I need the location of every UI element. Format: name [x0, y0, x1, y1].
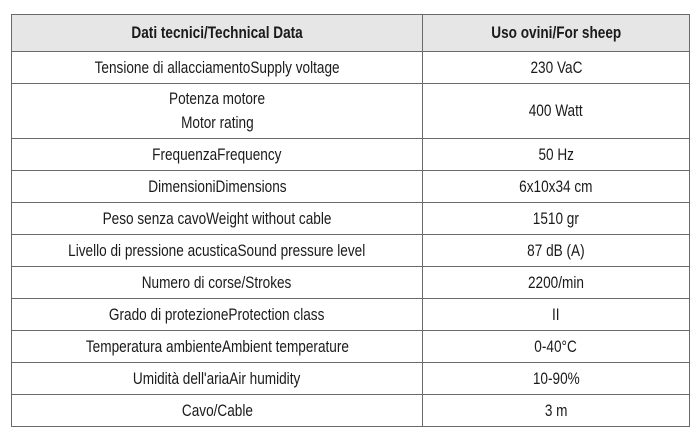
- spec-label: Cavo/Cable: [11, 394, 423, 427]
- table-row: FrequenzaFrequency 50 Hz: [11, 138, 690, 171]
- table-row: Livello di pressione acusticaSound press…: [11, 234, 690, 267]
- spec-value-text: 230 VaC: [530, 57, 582, 77]
- table-row: Potenza motore Motor rating 400 Watt: [11, 83, 690, 139]
- header-for-sheep: Uso ovini/For sheep: [422, 14, 690, 52]
- spec-value: 400 Watt: [422, 83, 690, 139]
- header-text: Uso ovini/For sheep: [490, 23, 621, 42]
- spec-label: FrequenzaFrequency: [11, 138, 423, 171]
- spec-value-text: 3 m: [544, 400, 568, 420]
- spec-label: Numero di corse/Strokes: [11, 266, 423, 299]
- spec-label-text: Motor rating: [180, 113, 254, 132]
- spec-label: Peso senza cavoWeight without cable: [11, 202, 423, 235]
- spec-value: 87 dB (A): [422, 234, 690, 267]
- technical-data-table: Dati tecnici/Technical Data Uso ovini/Fo…: [11, 14, 690, 427]
- spec-value: 0-40°C: [422, 330, 690, 363]
- spec-value-text: 1510 gr: [532, 208, 580, 228]
- table-row: Peso senza cavoWeight without cable 1510 …: [11, 202, 690, 235]
- table-row: Grado di protezioneProtection class II: [11, 298, 690, 331]
- spec-value: 50 Hz: [422, 138, 690, 171]
- spec-label-text: Cavo/Cable: [181, 400, 253, 420]
- header-text: Dati tecnici/Technical Data: [131, 23, 303, 42]
- table-row: DimensioniDimensions 6x10x34 cm: [11, 170, 690, 203]
- table-row: Umidità dell'ariaAir humidity 10-90%: [11, 362, 690, 395]
- spec-value: 230 VaC: [422, 51, 690, 84]
- spec-label: Temperatura ambienteAmbient temperature: [11, 330, 423, 363]
- spec-value-text: 50 Hz: [538, 144, 574, 164]
- spec-label: Tensione di allacciamentoSupply voltage: [11, 51, 423, 84]
- spec-value-text: 87 dB (A): [527, 240, 585, 260]
- spec-value: 1510 gr: [422, 202, 690, 235]
- header-row: Dati tecnici/Technical Data Uso ovini/Fo…: [11, 14, 690, 52]
- spec-label-text: Livello di pressione acusticaSound press…: [68, 240, 366, 260]
- spec-value: II: [422, 298, 690, 331]
- spec-label-text: Temperatura ambienteAmbient temperature: [85, 336, 349, 356]
- table-row: Temperatura ambienteAmbient temperature 0…: [11, 330, 690, 363]
- spec-value: 2200/min: [422, 266, 690, 299]
- header-technical-data: Dati tecnici/Technical Data: [11, 14, 423, 52]
- spec-value-text: II: [552, 304, 560, 324]
- spec-label-text: Numero di corse/Strokes: [142, 272, 292, 292]
- spec-value: 10-90%: [422, 362, 690, 395]
- spec-label-text: Tensione di allacciamentoSupply voltage: [94, 57, 340, 77]
- spec-value-text: 2200/min: [528, 272, 584, 292]
- spec-label: Umidità dell'ariaAir humidity: [11, 362, 423, 395]
- spec-value-text: 6x10x34 cm: [519, 176, 593, 196]
- spec-label-text: Umidità dell'ariaAir humidity: [133, 368, 301, 388]
- spec-value: 3 m: [422, 394, 690, 427]
- spec-value-text: 0-40°C: [534, 336, 578, 356]
- spec-label-text: DimensioniDimensions: [147, 176, 287, 196]
- table-row: Numero di corse/Strokes 2200/min: [11, 266, 690, 299]
- spec-label-text: Potenza motore: [168, 89, 265, 108]
- spec-label: Livello di pressione acusticaSound press…: [11, 234, 423, 267]
- spec-label: Grado di protezioneProtection class: [11, 298, 423, 331]
- table-row: Cavo/Cable 3 m: [11, 394, 690, 427]
- spec-label-text: Grado di protezioneProtection class: [109, 304, 325, 324]
- spec-label: DimensioniDimensions: [11, 170, 423, 203]
- spec-value-text: 10-90%: [532, 368, 580, 388]
- spec-label: Potenza motore Motor rating: [11, 83, 423, 139]
- table-row: Tensione di allacciamentoSupply voltage 2…: [11, 51, 690, 84]
- spec-label-text: Peso senza cavoWeight without cable: [102, 208, 332, 228]
- spec-value-text: 400 Watt: [529, 101, 583, 120]
- spec-label-text: FrequenzaFrequency: [152, 144, 282, 164]
- spec-value: 6x10x34 cm: [422, 170, 690, 203]
